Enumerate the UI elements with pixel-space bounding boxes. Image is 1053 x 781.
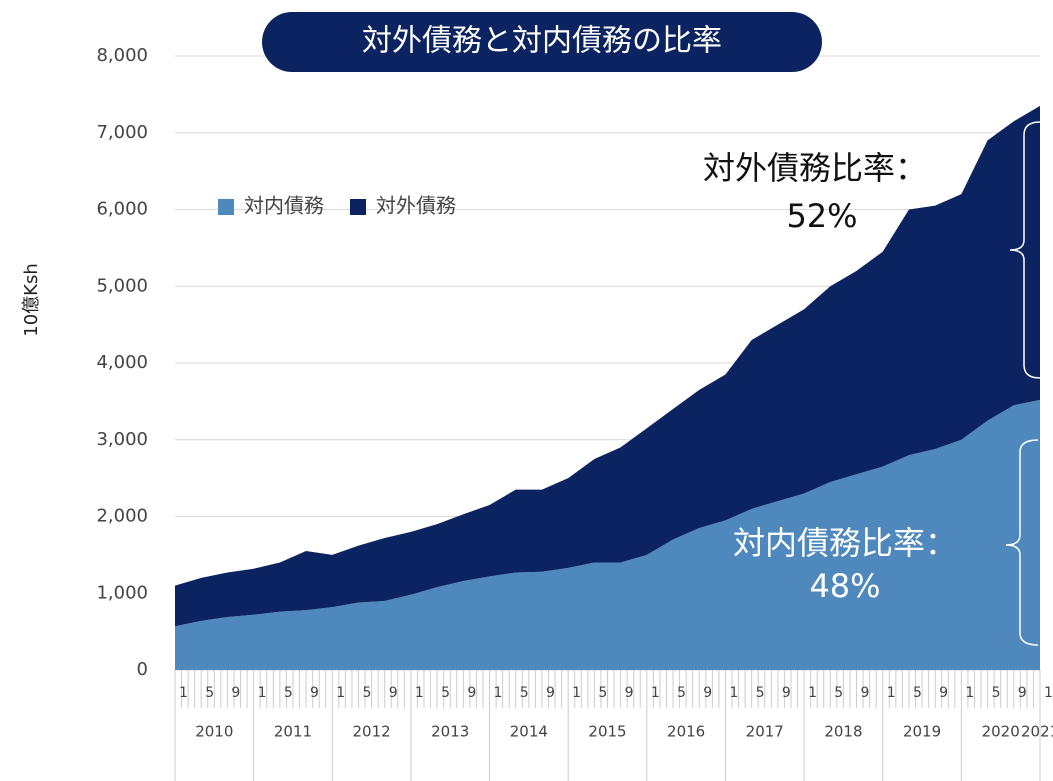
x-tick-label: 5 [520, 685, 529, 701]
brace [1009, 121, 1041, 379]
x-tick-label: 1 [494, 685, 503, 701]
year-label: 2014 [510, 723, 548, 741]
year-label: 2020 [982, 723, 1020, 741]
x-tick-label: 9 [467, 685, 476, 701]
x-tick-label: 9 [231, 685, 240, 701]
x-tick-label: 9 [310, 685, 319, 701]
x-tick-label: 9 [703, 685, 712, 701]
x-tick-label: 9 [625, 685, 634, 701]
legend-swatch [218, 199, 234, 215]
x-tick-label: 5 [284, 685, 293, 701]
x-tick-label: 5 [598, 685, 607, 701]
year-label: 2016 [667, 723, 705, 741]
x-tick-label: 1 [887, 685, 896, 701]
y-tick-label: 3,000 [96, 429, 148, 450]
x-tick-label: 9 [1018, 685, 1027, 701]
y-axis-label: 10億Ksh [21, 263, 42, 337]
areas [175, 105, 1040, 670]
x-tick-label: 5 [362, 685, 371, 701]
annotation: 対内債務比率： [733, 524, 957, 562]
y-tick-label: 5,000 [96, 275, 148, 296]
x-tick-label: 1 [729, 685, 738, 701]
chart-title: 対外債務と対内債務の比率 [362, 24, 722, 59]
x-tick-label: 1 [336, 685, 345, 701]
y-tick-label: 1,000 [96, 582, 148, 603]
x-tick-label: 5 [756, 685, 765, 701]
x-tick-label: 1 [572, 685, 581, 701]
y-tick-label: 8,000 [96, 45, 148, 66]
area [175, 105, 1040, 627]
x-tick-label: 1 [965, 685, 974, 701]
year-label: 2019 [903, 723, 941, 741]
year-label: 2017 [746, 723, 784, 741]
x-tick-label: 1 [651, 685, 660, 701]
x-tick-label: 9 [782, 685, 791, 701]
y-tick-label: 4,000 [96, 352, 148, 373]
x-tick-label: 5 [834, 685, 843, 701]
x-tick-label: 9 [861, 685, 870, 701]
annotation: 52% [786, 197, 857, 235]
x-tick-label: 9 [939, 685, 948, 701]
year-label: 2011 [274, 723, 312, 741]
x-tick-label: 5 [992, 685, 1001, 701]
legend-label: 対内債務 [244, 194, 324, 218]
annotation: 48% [809, 567, 880, 605]
year-label: 2015 [588, 723, 626, 741]
x-tick-label: 9 [546, 685, 555, 701]
area [175, 399, 1040, 670]
legend-swatch [350, 199, 366, 215]
x-tick-label: 1 [179, 685, 188, 701]
year-label: 2012 [352, 723, 390, 741]
annotation: 対外債務比率： [703, 149, 927, 187]
brace [1005, 439, 1039, 646]
x-tick-label: 5 [441, 685, 450, 701]
x-tick-label: 9 [389, 685, 398, 701]
x-tick-label: 5 [205, 685, 214, 701]
legend-label: 対外債務 [376, 194, 456, 218]
year-label: 2013 [431, 723, 469, 741]
year-label: 2018 [824, 723, 862, 741]
y-tick-label: 0 [137, 659, 148, 680]
x-tick-label: 5 [677, 685, 686, 701]
title-box [262, 12, 822, 72]
x-tick-label: 1 [258, 685, 267, 701]
y-tick-label: 2,000 [96, 506, 148, 527]
y-tick-label: 7,000 [96, 122, 148, 143]
x-tick-label: 1 [808, 685, 817, 701]
y-tick-label: 6,000 [96, 199, 148, 220]
x-tick-label: 5 [913, 685, 922, 701]
year-label: 2010 [195, 723, 233, 741]
x-tick-label: 1 [415, 685, 424, 701]
year-label: 2021 [1021, 723, 1053, 741]
x-tick-label: 1 [1044, 685, 1053, 701]
